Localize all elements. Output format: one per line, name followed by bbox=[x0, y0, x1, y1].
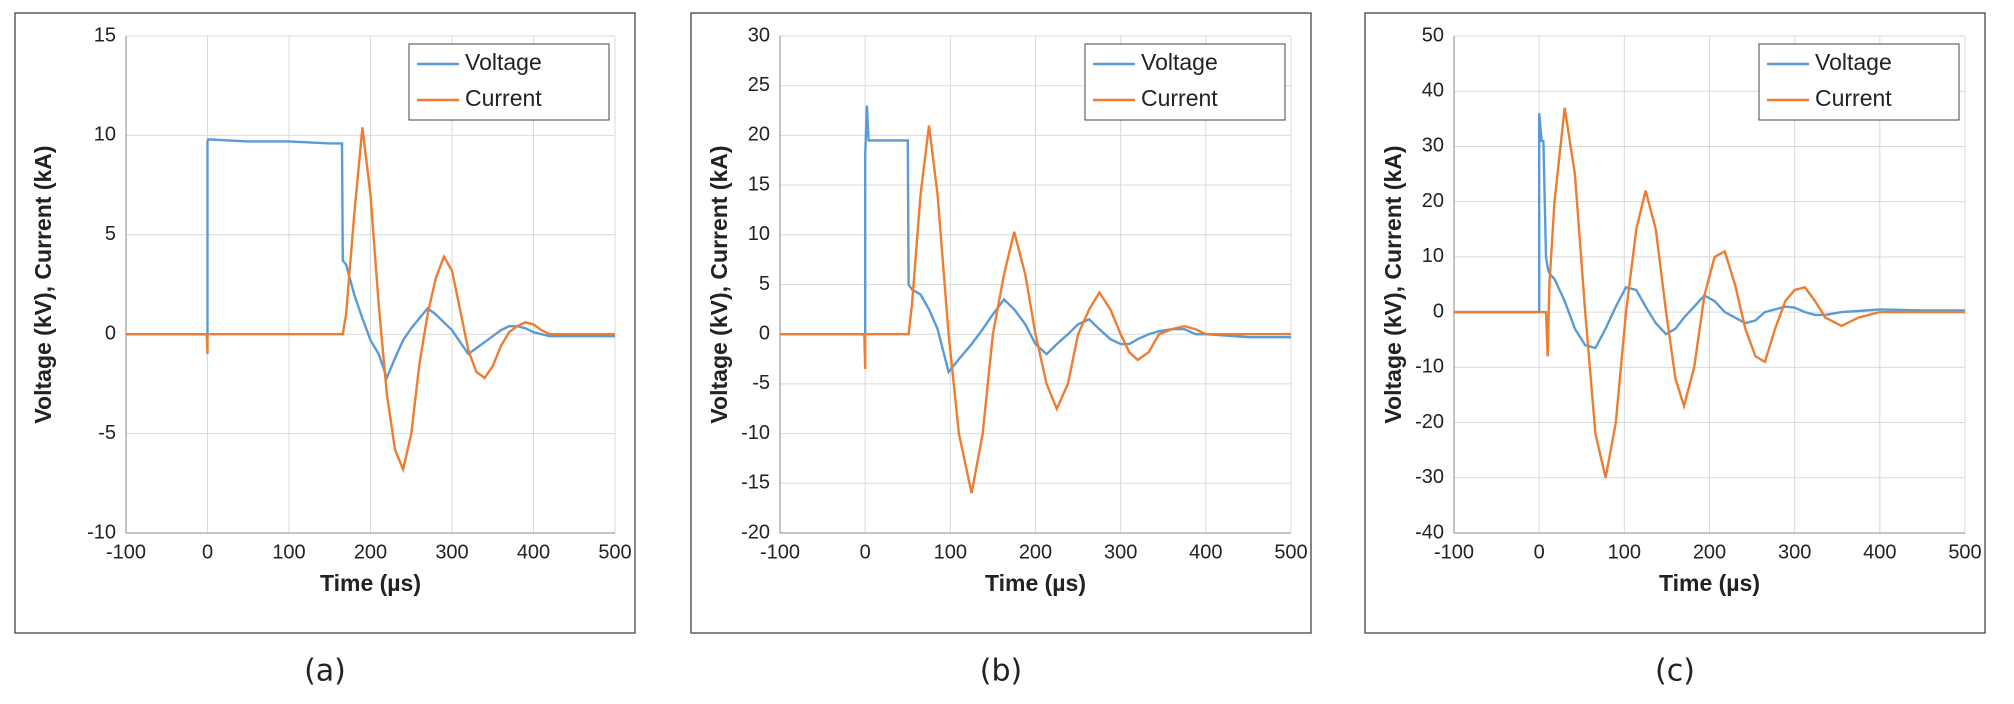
legend-box bbox=[1758, 43, 1960, 121]
legend-box bbox=[1084, 43, 1286, 121]
y-tick-label: -10 bbox=[87, 521, 116, 543]
y-tick-label: 5 bbox=[759, 273, 770, 295]
y-tick-label: 5 bbox=[105, 223, 116, 245]
x-tick-label: 300 bbox=[1104, 541, 1137, 563]
x-tick-label: 500 bbox=[1948, 541, 1981, 563]
x-tick-label: 500 bbox=[598, 541, 631, 563]
y-tick-label: 0 bbox=[759, 322, 770, 344]
x-axis-label: Time (µs) bbox=[1659, 570, 1760, 596]
y-tick-label: 0 bbox=[1433, 300, 1444, 322]
y-tick-label: 10 bbox=[748, 223, 770, 245]
x-tick-label: 0 bbox=[202, 541, 213, 563]
panel-caption: (a) bbox=[304, 654, 346, 689]
x-tick-label: 100 bbox=[272, 541, 305, 563]
y-axis-label: Voltage (kV), Current (kA) bbox=[706, 145, 732, 423]
y-tick-label: 10 bbox=[1422, 245, 1444, 267]
x-axis-label: Time (µs) bbox=[320, 570, 421, 596]
y-tick-label: -20 bbox=[1415, 411, 1444, 433]
y-tick-label: -5 bbox=[752, 372, 770, 394]
x-tick-label: 200 bbox=[1019, 541, 1052, 563]
legend-label: Current bbox=[1141, 85, 1218, 111]
series-line bbox=[126, 127, 615, 474]
y-tick-label: -30 bbox=[1415, 466, 1444, 488]
legend-box bbox=[408, 43, 610, 121]
y-tick-label: 30 bbox=[1422, 135, 1444, 157]
x-tick-label: 100 bbox=[934, 541, 967, 563]
y-tick-label: 25 bbox=[748, 74, 770, 96]
y-tick-label: 20 bbox=[748, 124, 770, 146]
series-line bbox=[1454, 113, 1965, 350]
legend-label: Voltage bbox=[1815, 49, 1892, 75]
y-tick-label: -40 bbox=[1415, 521, 1444, 543]
y-tick-label: -5 bbox=[98, 422, 116, 444]
x-tick-label: 500 bbox=[1274, 541, 1307, 563]
legend-label: Current bbox=[1815, 85, 1892, 111]
x-tick-label: 400 bbox=[1863, 541, 1896, 563]
legend-label: Voltage bbox=[465, 49, 542, 75]
series-line bbox=[780, 105, 1291, 375]
x-axis-label: Time (µs) bbox=[985, 570, 1086, 596]
series-line bbox=[126, 138, 615, 382]
x-tick-label: 0 bbox=[1534, 541, 1545, 563]
y-tick-label: 20 bbox=[1422, 190, 1444, 212]
y-tick-label: -20 bbox=[741, 521, 770, 543]
x-tick-label: -100 bbox=[106, 541, 146, 563]
legend-label: Current bbox=[465, 85, 542, 111]
panel-caption: (b) bbox=[980, 654, 1022, 689]
x-tick-label: -100 bbox=[1434, 541, 1474, 563]
y-tick-label: -10 bbox=[741, 422, 770, 444]
x-tick-label: -100 bbox=[760, 541, 800, 563]
y-tick-label: 15 bbox=[94, 24, 116, 46]
y-tick-label: 40 bbox=[1422, 80, 1444, 102]
x-tick-label: 300 bbox=[435, 541, 468, 563]
y-axis-label: Voltage (kV), Current (kA) bbox=[30, 145, 56, 423]
series-line bbox=[780, 125, 1291, 494]
x-tick-label: 0 bbox=[860, 541, 871, 563]
x-tick-label: 200 bbox=[354, 541, 387, 563]
y-tick-label: -15 bbox=[741, 472, 770, 494]
panel-caption: (c) bbox=[1655, 654, 1695, 689]
legend-label: Voltage bbox=[1141, 49, 1218, 75]
y-tick-label: 15 bbox=[748, 173, 770, 195]
y-tick-label: -10 bbox=[1415, 356, 1444, 378]
x-tick-label: 400 bbox=[1189, 541, 1222, 563]
y-tick-label: 10 bbox=[94, 124, 116, 146]
y-tick-label: 30 bbox=[748, 24, 770, 46]
x-tick-label: 400 bbox=[517, 541, 550, 563]
y-tick-label: 0 bbox=[105, 322, 116, 344]
series-line bbox=[1454, 107, 1965, 479]
y-axis-label: Voltage (kV), Current (kA) bbox=[1380, 145, 1406, 423]
x-tick-label: 200 bbox=[1693, 541, 1726, 563]
y-tick-label: 50 bbox=[1422, 24, 1444, 46]
x-tick-label: 100 bbox=[1608, 541, 1641, 563]
x-tick-label: 300 bbox=[1778, 541, 1811, 563]
